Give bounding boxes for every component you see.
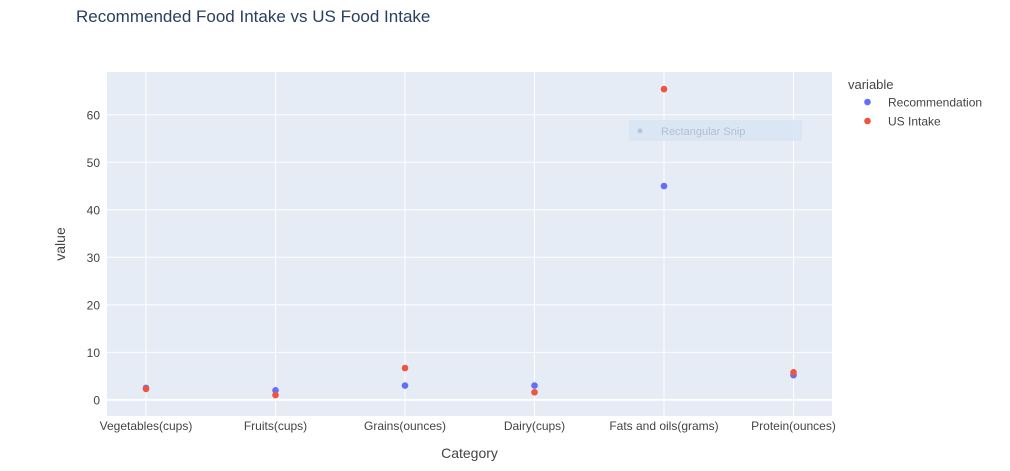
y-tick-label: 20 bbox=[87, 298, 101, 312]
point-us-intake[interactable] bbox=[531, 388, 538, 396]
point-recommendation[interactable] bbox=[660, 182, 668, 190]
y-axis-title: value bbox=[52, 227, 68, 261]
y-tick-label: 0 bbox=[93, 393, 100, 407]
chart-title: Recommended Food Intake vs US Food Intak… bbox=[76, 7, 430, 26]
x-tick-label: Vegetables(cups) bbox=[100, 419, 193, 433]
y-tick-label: 10 bbox=[87, 346, 101, 360]
grid-layer bbox=[107, 72, 832, 416]
point-us-intake[interactable] bbox=[790, 368, 797, 376]
point-recommendation[interactable] bbox=[272, 387, 279, 394]
legend-label-recommendation[interactable]: Recommendation bbox=[888, 96, 982, 110]
legend-marker-us-intake[interactable] bbox=[864, 117, 871, 125]
legend-marker-recommendation[interactable] bbox=[864, 98, 871, 106]
x-tick-label: Dairy(cups) bbox=[504, 419, 565, 433]
x-tick-label: Fats and oils(grams) bbox=[609, 419, 718, 433]
point-us-intake[interactable] bbox=[401, 364, 409, 372]
point-recommendation[interactable] bbox=[401, 382, 409, 389]
y-tick-labels: 0 10 20 30 40 50 60 bbox=[87, 108, 101, 407]
snip-overlay-box bbox=[629, 120, 802, 141]
legend-title: variable bbox=[848, 77, 894, 92]
snip-overlay-icon bbox=[637, 128, 643, 134]
legend: variable Recommendation US Intake bbox=[848, 77, 982, 129]
legend-label-us-intake[interactable]: US Intake bbox=[888, 115, 941, 129]
point-us-intake[interactable] bbox=[660, 85, 668, 93]
y-tick-label: 50 bbox=[87, 156, 101, 170]
point-us-intake[interactable] bbox=[142, 385, 150, 393]
snip-overlay: Rectangular Snip bbox=[629, 120, 802, 141]
points-layer bbox=[142, 85, 797, 399]
legend-items: Recommendation US Intake bbox=[864, 96, 982, 129]
y-tick-label: 60 bbox=[87, 108, 101, 122]
y-tick-label: 40 bbox=[87, 203, 101, 217]
y-tick-label: 30 bbox=[87, 251, 101, 265]
x-axis-title: Category bbox=[441, 445, 498, 461]
x-tick-label: Grains(ounces) bbox=[364, 419, 446, 433]
snip-overlay-label: Rectangular Snip bbox=[661, 126, 745, 138]
x-tick-label: Protein(ounces) bbox=[751, 419, 836, 433]
x-tick-labels: Vegetables(cups) Fruits(cups) Grains(ounce… bbox=[100, 419, 836, 433]
x-tick-label: Fruits(cups) bbox=[244, 419, 307, 433]
point-recommendation[interactable] bbox=[531, 382, 538, 389]
point-us-intake[interactable] bbox=[272, 391, 279, 399]
